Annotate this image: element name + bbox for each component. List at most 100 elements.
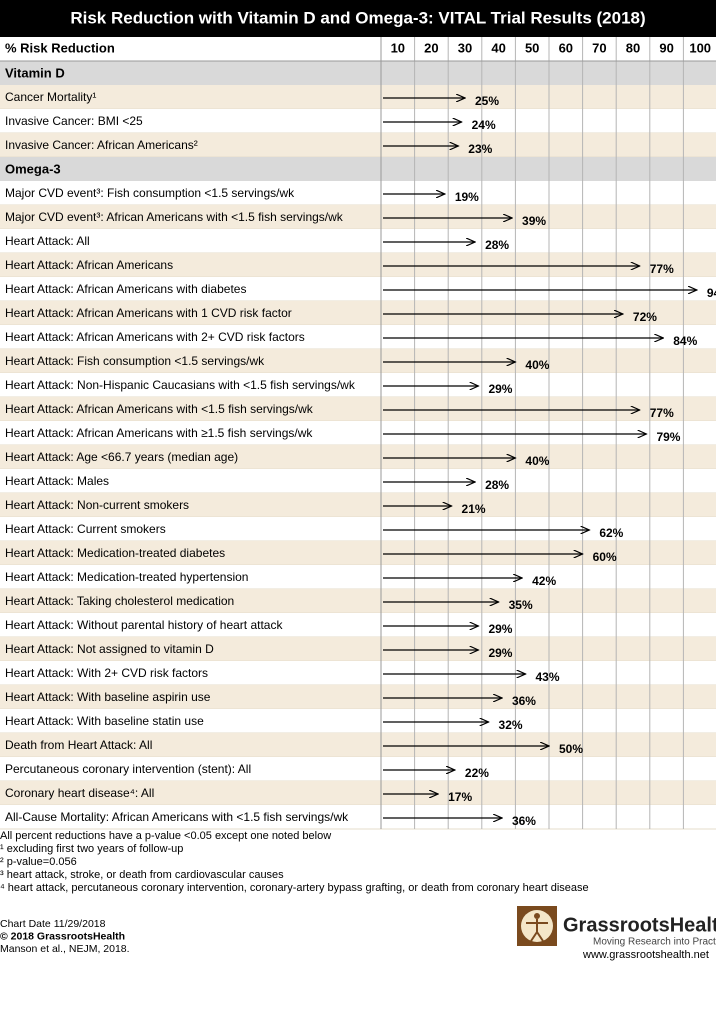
section-row (0, 157, 716, 181)
value-label: 84% (673, 334, 697, 348)
category-label: Heart Attack: Fish consumption <1.5 serv… (5, 354, 265, 368)
row-background (0, 637, 716, 661)
row-background (0, 205, 716, 229)
x-tick-label: 80 (626, 40, 640, 55)
x-tick-label: 10 (391, 40, 405, 55)
category-label: Heart Attack: African Americans with dia… (5, 282, 246, 296)
title-bar (0, 0, 716, 37)
row-background (0, 181, 716, 205)
value-label: 60% (593, 550, 617, 564)
category-label: Invasive Cancer: African Americans² (5, 138, 198, 152)
row-background (0, 277, 716, 301)
category-label: Heart Attack: Without parental history o… (5, 618, 283, 632)
category-label: Major CVD event³: Fish consumption <1.5 … (5, 186, 295, 200)
value-label: 35% (509, 598, 533, 612)
value-label: 77% (650, 406, 674, 420)
category-label: Cancer Mortality¹ (5, 90, 96, 104)
category-label: Heart Attack: Not assigned to vitamin D (5, 642, 214, 656)
category-label: Heart Attack: Medication-treated hyperte… (5, 570, 248, 584)
logo-icon-head (534, 913, 540, 919)
value-label: 79% (656, 430, 680, 444)
category-label: Heart Attack: Current smokers (5, 522, 166, 536)
x-tick-label: 70 (592, 40, 606, 55)
section-row (0, 61, 716, 85)
category-label: Death from Heart Attack: All (5, 738, 152, 752)
logo-tagline: Moving Research into Practice (593, 937, 716, 948)
row-background (0, 661, 716, 685)
row-background (0, 397, 716, 421)
row-background (0, 517, 716, 541)
value-label: 21% (462, 502, 486, 516)
category-label: Heart Attack: African Americans with <1.… (5, 402, 314, 416)
section-label: Omega-3 (5, 161, 61, 176)
logo: GrassrootsHealth Moving Research into Pr… (517, 906, 716, 961)
row-background (0, 253, 716, 277)
footnote: ¹ excluding first two years of follow-up (0, 843, 183, 855)
marks (383, 98, 697, 818)
value-label: 36% (512, 814, 536, 828)
row-background (0, 109, 716, 133)
row-background (0, 709, 716, 733)
value-label: 72% (633, 310, 657, 324)
grid (0, 37, 716, 829)
category-label: Heart Attack: All (5, 234, 90, 248)
value-label: 50% (559, 742, 583, 756)
row-background (0, 541, 716, 565)
category-label: Heart Attack: African Americans with 1 C… (5, 306, 292, 320)
row-background (0, 565, 716, 589)
row-backgrounds (0, 61, 716, 830)
value-label: 22% (465, 766, 489, 780)
value-label: 42% (532, 574, 556, 588)
value-label: 32% (499, 718, 523, 732)
category-label: Heart Attack: African Americans with ≥1.… (5, 426, 313, 440)
row-background (0, 469, 716, 493)
value-label: 19% (455, 190, 479, 204)
value-label: 29% (488, 382, 512, 396)
footnote: All percent reductions have a p-value <0… (0, 830, 331, 842)
category-label: Heart Attack: With 2+ CVD risk factors (5, 666, 208, 680)
category-label: Heart Attack: Taking cholesterol medicat… (5, 594, 234, 608)
value-label: 23% (468, 142, 492, 156)
footnote: ² p-value=0.056 (0, 856, 77, 868)
row-background (0, 349, 716, 373)
row-background (0, 805, 716, 829)
footnote: ³ heart attack, stroke, or death from ca… (0, 869, 284, 881)
value-label: 28% (485, 238, 509, 252)
value-label: 62% (599, 526, 623, 540)
row-background (0, 325, 716, 349)
x-tick-label: 100 (689, 40, 711, 55)
category-label: Heart Attack: Medication-treated diabete… (5, 546, 225, 560)
value-label: 29% (488, 622, 512, 636)
x-tick-label: 30 (458, 40, 472, 55)
x-tick-label: 90 (659, 40, 673, 55)
value-label: 94% (707, 286, 716, 300)
chart-title: Risk Reduction with Vitamin D and Omega-… (70, 8, 645, 27)
value-label: 25% (475, 94, 499, 108)
category-label: Heart Attack: Non-current smokers (5, 498, 189, 512)
row-background (0, 733, 716, 757)
value-label: 29% (488, 646, 512, 660)
x-tick-label: 50 (525, 40, 539, 55)
section-label: Vitamin D (5, 65, 65, 80)
value-label: 43% (535, 670, 559, 684)
x-tick-label: 20 (424, 40, 438, 55)
logo-name: GrassrootsHealth (563, 914, 716, 936)
category-label: All-Cause Mortality: African Americans w… (5, 810, 349, 824)
row-background (0, 589, 716, 613)
footer-text: Manson et al., NEJM, 2018. (0, 943, 130, 955)
footer-text: Chart Date 11/29/2018 (0, 918, 106, 930)
category-label: Invasive Cancer: BMI <25 (5, 114, 143, 128)
category-label: Heart Attack: Males (5, 474, 109, 488)
logo-icon-figure (526, 919, 548, 942)
row-background (0, 301, 716, 325)
x-tick-label: 40 (491, 40, 505, 55)
value-label: 39% (522, 214, 546, 228)
value-label: 36% (512, 694, 536, 708)
value-label: 40% (525, 358, 549, 372)
row-background (0, 685, 716, 709)
value-label: 40% (525, 454, 549, 468)
value-label: 28% (485, 478, 509, 492)
category-label: Percutaneous coronary intervention (sten… (5, 762, 251, 776)
row-background (0, 781, 716, 805)
